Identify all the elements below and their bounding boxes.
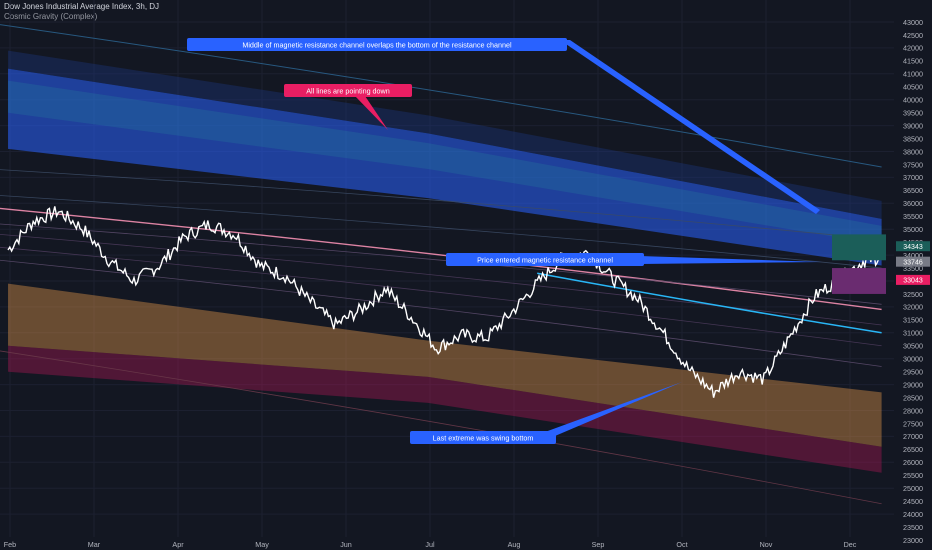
callout-top-text: Middle of magnetic resistance channel ov… <box>242 41 512 50</box>
gravity-line <box>0 195 882 269</box>
callout-bottom-box[interactable] <box>410 431 556 444</box>
gravity-line <box>0 223 882 305</box>
gravity-line <box>0 207 882 311</box>
y-tick-label: 34000 <box>903 251 923 260</box>
y-tick-label: 29000 <box>903 380 923 389</box>
y-tick-label: 24000 <box>903 510 923 519</box>
gravity-lines <box>0 24 882 505</box>
channel-bands <box>8 50 882 473</box>
callout-bottom-arrow <box>545 382 682 436</box>
price-line <box>7 206 883 398</box>
x-tick-label: Sep <box>592 540 605 549</box>
y-tick-label: 35000 <box>903 225 923 234</box>
symbol-title: Dow Jones Industrial Average Index, 3h, … <box>4 2 160 11</box>
y-tick-label: 42000 <box>903 44 923 53</box>
y-tick-label: 38000 <box>903 147 923 156</box>
callout-price-text: Price entered magnetic resistance channe… <box>477 256 613 265</box>
y-tick-label: 27500 <box>903 419 923 428</box>
y-tick-label: 36000 <box>903 199 923 208</box>
badge-box-teal <box>832 234 886 261</box>
y-tick-label: 25500 <box>903 471 923 480</box>
y-tick-label: 32000 <box>903 303 923 312</box>
chart-header: Dow Jones Industrial Average Index, 3h, … <box>4 2 159 22</box>
y-tick-label: 29500 <box>903 367 923 376</box>
resistance-band-inner <box>8 80 882 245</box>
price-badge-label: 33043 <box>903 277 923 284</box>
y-tick-label: 23000 <box>903 536 923 545</box>
x-axis-panel <box>0 537 932 550</box>
y-tick-label: 23500 <box>903 523 923 532</box>
gravity-line <box>0 246 882 347</box>
x-tick-label: Dec <box>844 540 857 549</box>
y-tick-label: 24500 <box>903 497 923 506</box>
y-tick-label: 39500 <box>903 108 923 117</box>
callout-down-text: All lines are pointing down <box>306 87 390 96</box>
price-series <box>7 206 883 398</box>
gravity-line <box>0 350 882 505</box>
gravity-line <box>0 24 882 168</box>
y-tick-label: 40000 <box>903 96 923 105</box>
indicator-title: Cosmic Gravity (Complex) <box>4 12 98 21</box>
price-badge-label: 34343 <box>903 244 923 251</box>
y-tick-label: 26500 <box>903 445 923 454</box>
y-tick-label: 27000 <box>903 432 923 441</box>
x-tick-label: Jun <box>340 540 352 549</box>
y-tick-label: 40500 <box>903 83 923 92</box>
support-band-lower <box>8 345 882 473</box>
x-tick-label: Oct <box>676 540 687 549</box>
price-badge <box>896 256 930 267</box>
support-band <box>8 283 882 447</box>
y-tick-label: 26000 <box>903 458 923 467</box>
x-tick-label: Aug <box>508 540 521 549</box>
x-tick-label: Mar <box>88 540 101 549</box>
y-tick-label: 37500 <box>903 160 923 169</box>
x-tick-label: May <box>255 540 269 549</box>
resistance-band-outer <box>8 50 882 219</box>
price-badge <box>896 274 930 285</box>
callout-price-arrow <box>640 256 822 264</box>
x-tick-label: Nov <box>760 540 773 549</box>
y-tick-label: 33500 <box>903 264 923 273</box>
price-badge <box>896 241 930 252</box>
y-tick-label: 36500 <box>903 186 923 195</box>
resistance-band <box>8 68 882 266</box>
badge-box-purple <box>832 268 886 294</box>
price-badge-label: 33746 <box>903 259 923 266</box>
callout-price-box[interactable] <box>446 253 644 266</box>
callout-bottom-text: Last extreme was swing bottom <box>433 434 534 443</box>
y-tick-label: 41500 <box>903 57 923 66</box>
gravity-line <box>0 169 882 240</box>
annotations: Middle of magnetic resistance channel ov… <box>187 38 822 444</box>
y-tick-label: 35500 <box>903 212 923 221</box>
y-tick-label: 28000 <box>903 406 923 415</box>
y-tick-label: 30000 <box>903 355 923 364</box>
x-tick-label: Jul <box>425 540 435 549</box>
y-tick-label: 41000 <box>903 70 923 79</box>
gravity-line <box>0 233 882 326</box>
callout-top-arrow <box>560 40 820 214</box>
x-tick-label: Feb <box>4 540 16 549</box>
y-tick-label: 39000 <box>903 121 923 130</box>
y-tick-label: 38500 <box>903 134 923 143</box>
y-tick-label: 28500 <box>903 393 923 402</box>
gravity-line <box>0 259 882 367</box>
callout-down-arrow <box>355 96 388 130</box>
x-tick-label: Apr <box>172 540 184 549</box>
y-tick-label: 43000 <box>903 18 923 27</box>
magnetic-line <box>537 272 882 334</box>
callout-top-box[interactable] <box>187 38 567 51</box>
callout-down-box[interactable] <box>284 84 412 97</box>
y-tick-label: 30500 <box>903 342 923 351</box>
y-tick-label: 31500 <box>903 316 923 325</box>
y-tick-label: 25000 <box>903 484 923 493</box>
y-tick-label: 37000 <box>903 173 923 182</box>
y-tick-label: 32500 <box>903 290 923 299</box>
y-tick-label: 42500 <box>903 31 923 40</box>
y-tick-label: 31000 <box>903 329 923 338</box>
